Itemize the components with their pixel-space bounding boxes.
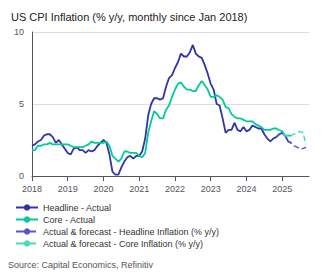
svg-text:2019: 2019 [58, 184, 78, 194]
svg-text:2022: 2022 [165, 184, 185, 194]
svg-text:Core - Actual: Core - Actual [43, 215, 95, 225]
svg-text:2025: 2025 [272, 184, 292, 194]
svg-text:10: 10 [14, 27, 24, 37]
svg-text:Source: Capital Economics, Ref: Source: Capital Economics, Refinitiv [8, 260, 154, 270]
svg-text:2021: 2021 [129, 184, 149, 194]
svg-text:2020: 2020 [93, 184, 113, 194]
svg-text:2018: 2018 [22, 184, 42, 194]
svg-text:Headline - Actual: Headline - Actual [43, 203, 111, 213]
svg-text:Actual & forecast - Core Infla: Actual & forecast - Core Inflation (% y/… [43, 239, 203, 249]
svg-text:US CPI Inflation (% y/y, month: US CPI Inflation (% y/y, monthly since J… [11, 11, 247, 23]
svg-text:2024: 2024 [236, 184, 256, 194]
svg-text:2023: 2023 [201, 184, 221, 194]
svg-text:5: 5 [19, 99, 24, 109]
svg-text:Actual & forecast - Headline I: Actual & forecast - Headline Inflation (… [43, 227, 219, 237]
svg-text:0: 0 [19, 171, 24, 181]
